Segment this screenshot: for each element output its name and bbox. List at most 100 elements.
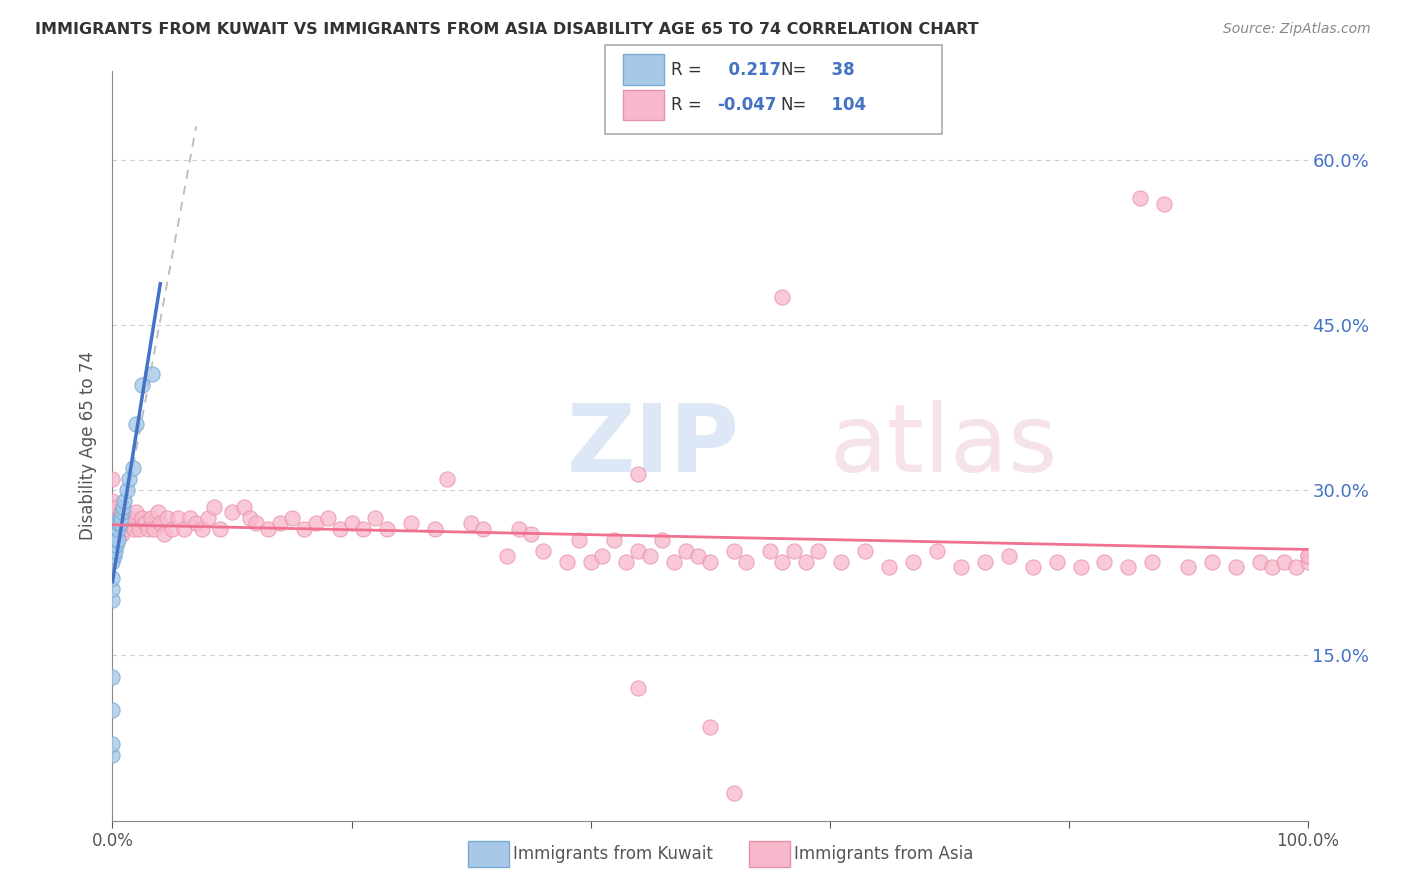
Point [603,533,626,547]
Point [1285,560,1308,574]
Point [352,522,374,536]
Point [105,538,128,552]
Point [104,543,127,558]
Point [269,516,291,530]
Point [105,522,128,536]
Text: R =: R = [671,61,702,78]
Text: Source: ZipAtlas.com: Source: ZipAtlas.com [1223,22,1371,37]
Text: IMMIGRANTS FROM KUWAIT VS IMMIGRANTS FROM ASIA DISABILITY AGE 65 TO 74 CORRELATI: IMMIGRANTS FROM KUWAIT VS IMMIGRANTS FRO… [35,22,979,37]
Point [167,510,190,524]
Point [688,549,710,564]
Point [782,543,804,558]
Point [101,703,124,717]
Text: Immigrants from Kuwait: Immigrants from Kuwait [513,845,713,863]
Point [101,593,124,607]
Text: 0.217: 0.217 [717,61,782,78]
Point [1022,560,1045,574]
Text: N=: N= [780,96,807,114]
Point [496,549,519,564]
Point [377,522,399,536]
Point [531,543,554,558]
Point [1225,560,1247,574]
Point [101,555,124,569]
Point [103,549,125,564]
Point [1046,555,1069,569]
Point [101,533,124,547]
Point [675,543,697,558]
Point [1070,560,1092,574]
Point [950,560,973,574]
Point [101,571,124,585]
Point [112,500,135,514]
Point [770,555,793,569]
Point [508,522,530,536]
Point [1153,196,1175,211]
Point [101,670,124,684]
Point [202,500,225,514]
Point [855,543,877,558]
Point [110,510,132,524]
Point [592,549,614,564]
Point [149,516,172,530]
Point [1296,555,1319,569]
Point [114,494,135,508]
Point [146,505,169,519]
Point [186,516,208,530]
Point [1296,549,1319,564]
Point [105,500,128,514]
Point [131,510,153,524]
Text: ZIP: ZIP [567,400,740,492]
Point [640,549,662,564]
Point [108,516,131,530]
Point [101,472,124,486]
Point [111,505,134,519]
Point [281,510,304,524]
Point [879,560,901,574]
Point [101,549,124,564]
Point [104,533,127,547]
Point [131,378,153,392]
Point [1296,549,1319,564]
Point [305,516,328,530]
Point [101,543,124,558]
Point [115,510,138,524]
Point [141,368,163,382]
Point [735,555,758,569]
Point [103,533,125,547]
Text: atlas: atlas [830,400,1057,492]
Point [125,417,148,431]
Point [134,516,156,530]
Point [257,522,280,536]
Point [364,510,387,524]
Point [101,522,124,536]
Point [974,555,997,569]
Point [104,522,127,536]
Point [651,533,673,547]
Text: Immigrants from Asia: Immigrants from Asia [794,845,974,863]
Point [245,516,267,530]
Point [340,516,363,530]
Point [101,527,124,541]
Point [998,549,1021,564]
Point [209,522,232,536]
Point [664,555,686,569]
Point [555,555,578,569]
Point [1249,555,1271,569]
Point [425,522,447,536]
Point [436,472,458,486]
Point [807,543,830,558]
Point [1118,560,1140,574]
Point [927,543,949,558]
Point [101,516,124,530]
Point [118,472,141,486]
Point [107,522,129,536]
Point [1177,560,1199,574]
Point [329,522,352,536]
Point [107,533,129,547]
Point [1261,560,1284,574]
Point [770,290,793,304]
Text: -0.047: -0.047 [717,96,776,114]
Point [114,522,135,536]
Text: 38: 38 [820,61,855,78]
Point [143,522,166,536]
